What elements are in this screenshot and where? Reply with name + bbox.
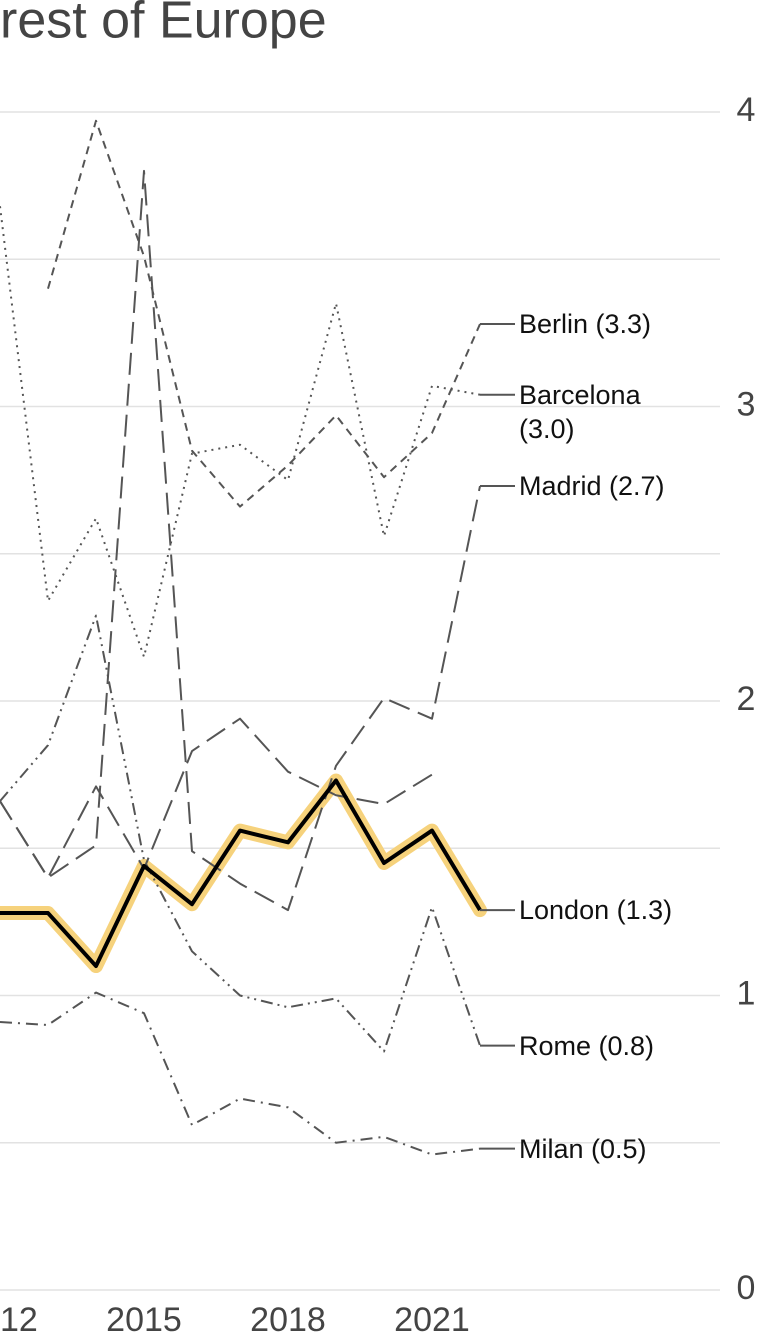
x-tick-label: 2018 [250, 1301, 326, 1339]
y-tick-label: 0 [737, 1269, 756, 1307]
series-label: Madrid (2.7) [519, 471, 665, 501]
series-label: Barcelona (3.0) [519, 379, 641, 444]
x-tick-label: 2021 [394, 1301, 470, 1339]
series-line [0, 778, 482, 969]
x-tick-label: 2012 [0, 1301, 38, 1339]
y-tick-label: 3 [737, 385, 756, 423]
series-line [0, 717, 433, 879]
x-tick-label: 2015 [106, 1301, 182, 1339]
series-label: Milan (0.5) [519, 1133, 647, 1164]
series-line [0, 991, 481, 1156]
series-line [47, 119, 481, 508]
series-label: Rome (0.8) [519, 1030, 655, 1061]
chart-title: rest of Europe [0, 0, 327, 50]
series-label: Berlin (3.3) [519, 309, 652, 340]
series-line [0, 169, 481, 912]
series-line [0, 614, 481, 1053]
y-tick-label: 2 [737, 680, 756, 718]
series-line [0, 206, 481, 658]
series-label: London (1.3) [519, 895, 673, 926]
y-tick-label: 1 [737, 974, 756, 1012]
y-tick-label: 4 [737, 91, 756, 129]
